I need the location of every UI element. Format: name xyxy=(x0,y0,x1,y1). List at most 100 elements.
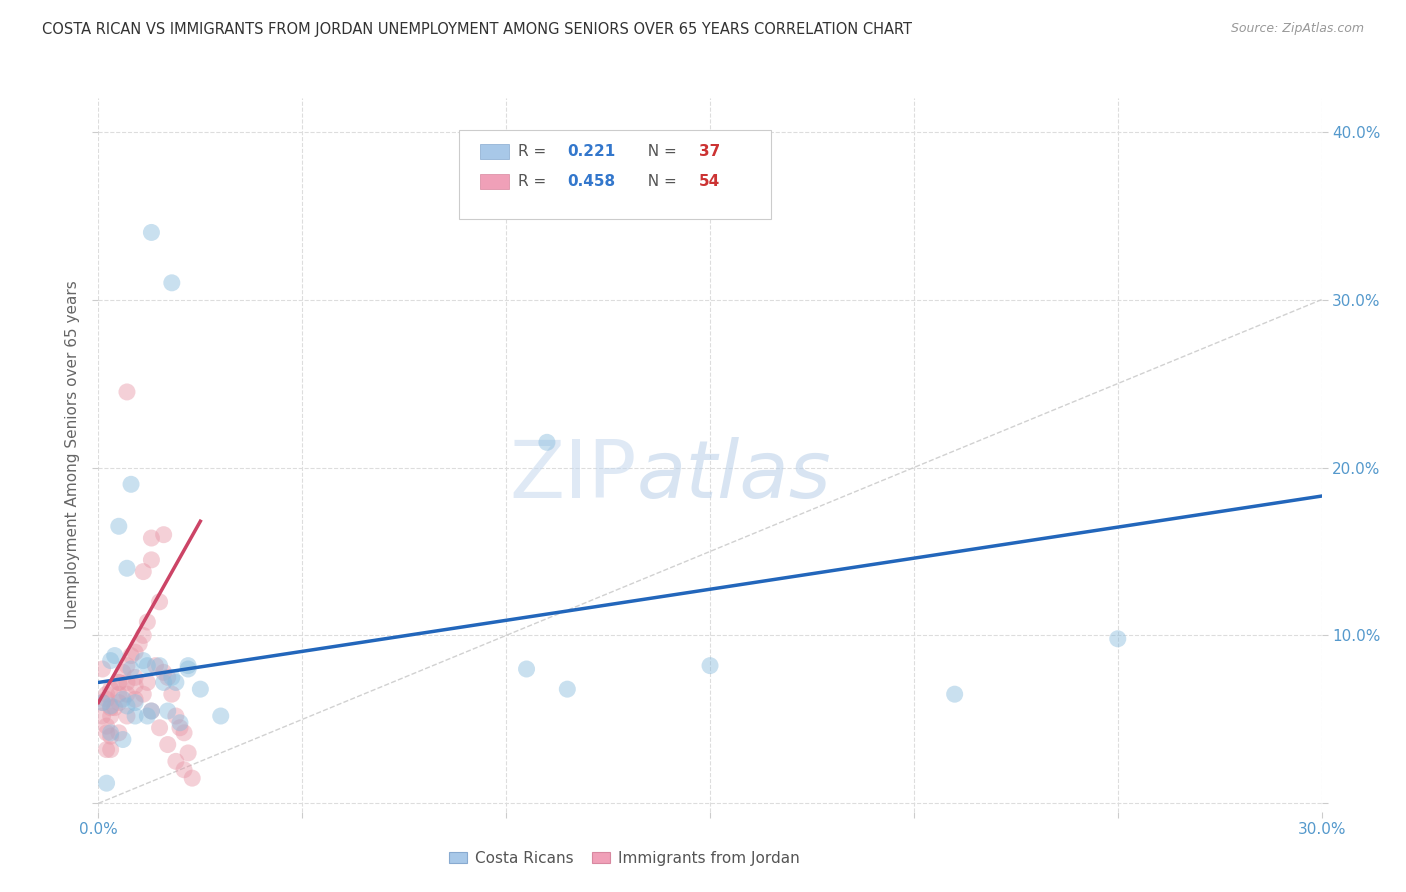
Point xyxy=(149,595,172,609)
Point xyxy=(108,696,131,710)
Point xyxy=(536,435,558,450)
Point xyxy=(124,679,146,693)
Point xyxy=(141,704,163,718)
Point xyxy=(156,704,179,718)
Point xyxy=(111,665,134,680)
Point xyxy=(156,670,179,684)
Point xyxy=(115,658,138,673)
Point xyxy=(104,648,127,663)
Point xyxy=(132,654,155,668)
Text: 0.458: 0.458 xyxy=(567,174,614,189)
Point xyxy=(209,709,232,723)
Point xyxy=(111,732,134,747)
FancyBboxPatch shape xyxy=(460,130,772,219)
Legend: Costa Ricans, Immigrants from Jordan: Costa Ricans, Immigrants from Jordan xyxy=(443,845,806,871)
Text: ZIP: ZIP xyxy=(509,437,637,516)
Point xyxy=(152,527,174,541)
Point xyxy=(111,692,134,706)
Point xyxy=(181,771,204,785)
Point xyxy=(100,742,122,756)
Point xyxy=(96,726,118,740)
Text: 37: 37 xyxy=(699,145,720,159)
Point xyxy=(136,675,159,690)
Point xyxy=(1107,632,1129,646)
Point xyxy=(100,709,122,723)
Point xyxy=(152,665,174,680)
Point xyxy=(943,687,966,701)
Point xyxy=(100,726,122,740)
Y-axis label: Unemployment Among Seniors over 65 years: Unemployment Among Seniors over 65 years xyxy=(65,281,80,629)
Point xyxy=(141,553,163,567)
Text: atlas: atlas xyxy=(637,437,831,516)
Point xyxy=(160,276,183,290)
Point xyxy=(169,721,191,735)
Point xyxy=(160,687,183,701)
Point xyxy=(91,696,114,710)
Point xyxy=(149,658,172,673)
Point xyxy=(136,615,159,629)
Point xyxy=(108,726,131,740)
Point xyxy=(91,696,114,710)
Point xyxy=(177,746,200,760)
Point xyxy=(557,682,579,697)
Point xyxy=(108,519,131,533)
FancyBboxPatch shape xyxy=(479,174,509,189)
Point xyxy=(165,755,187,769)
Point xyxy=(699,658,721,673)
Point xyxy=(141,704,163,718)
Point xyxy=(115,709,138,723)
Point xyxy=(169,715,191,730)
Text: 0.221: 0.221 xyxy=(567,145,616,159)
Point xyxy=(96,719,118,733)
Point xyxy=(152,675,174,690)
Point xyxy=(96,687,118,701)
Point xyxy=(136,709,159,723)
FancyBboxPatch shape xyxy=(479,144,509,160)
Point xyxy=(96,742,118,756)
Point xyxy=(188,682,212,697)
Point xyxy=(132,687,155,701)
Point xyxy=(145,658,167,673)
Point xyxy=(115,675,138,690)
Point xyxy=(177,662,200,676)
Point xyxy=(124,670,146,684)
Point xyxy=(516,662,538,676)
Point xyxy=(91,662,114,676)
Point xyxy=(141,226,163,240)
Point xyxy=(91,709,114,723)
Text: N =: N = xyxy=(638,174,682,189)
Text: N =: N = xyxy=(638,145,682,159)
Point xyxy=(141,531,163,545)
Text: R =: R = xyxy=(517,145,551,159)
Point xyxy=(124,692,146,706)
Point xyxy=(136,658,159,673)
Point xyxy=(96,692,118,706)
Point xyxy=(115,384,138,399)
Point xyxy=(177,658,200,673)
Point xyxy=(100,682,122,697)
Point xyxy=(132,628,155,642)
Point xyxy=(104,700,127,714)
Point xyxy=(156,738,179,752)
Text: 54: 54 xyxy=(699,174,720,189)
Point xyxy=(100,654,122,668)
Point xyxy=(108,675,131,690)
Point xyxy=(128,637,150,651)
Point xyxy=(100,698,122,713)
Point xyxy=(108,687,131,701)
Point xyxy=(100,700,122,714)
Point xyxy=(124,645,146,659)
Text: Source: ZipAtlas.com: Source: ZipAtlas.com xyxy=(1230,22,1364,36)
Point xyxy=(165,709,187,723)
Point xyxy=(124,696,146,710)
Point xyxy=(173,726,195,740)
Point xyxy=(96,776,118,790)
Point xyxy=(160,670,183,684)
Point xyxy=(149,721,172,735)
Point xyxy=(115,561,138,575)
Text: COSTA RICAN VS IMMIGRANTS FROM JORDAN UNEMPLOYMENT AMONG SENIORS OVER 65 YEARS C: COSTA RICAN VS IMMIGRANTS FROM JORDAN UN… xyxy=(42,22,912,37)
Point xyxy=(120,477,142,491)
Point xyxy=(120,648,142,663)
Point xyxy=(108,675,131,690)
Point xyxy=(120,662,142,676)
